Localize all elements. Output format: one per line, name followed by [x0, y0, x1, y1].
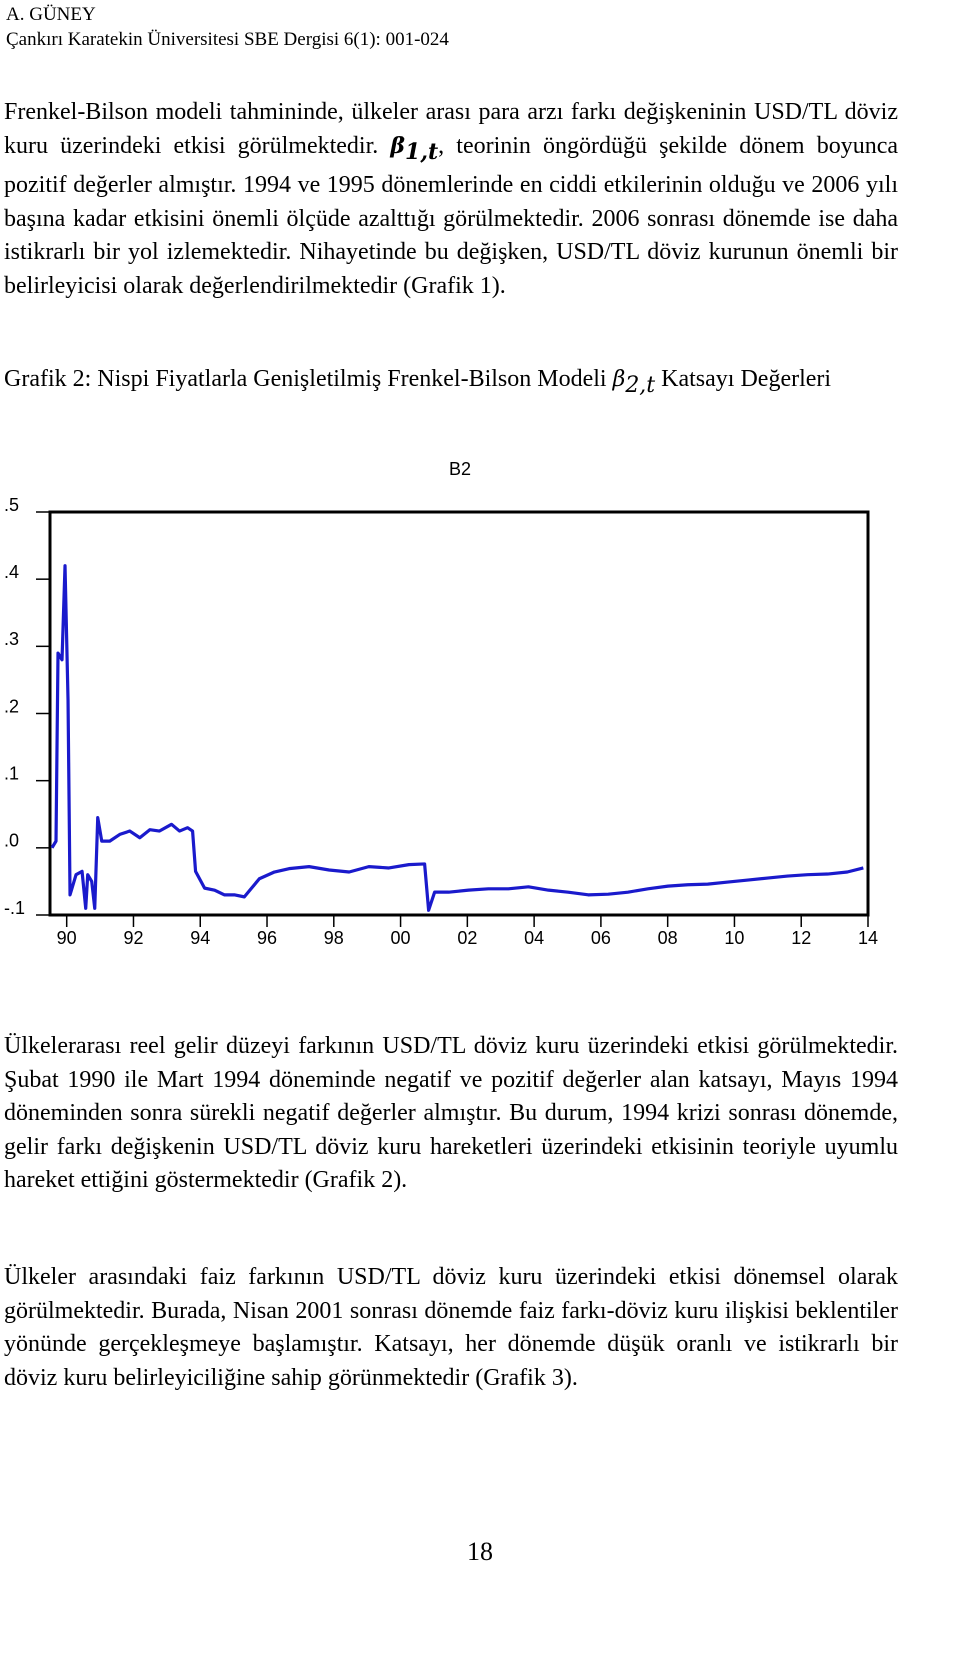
y-tick-label: .1: [4, 763, 19, 783]
y-tick-label: .2: [4, 696, 19, 716]
text: Katsayı Değerleri: [661, 366, 832, 392]
x-tick-label: 96: [257, 928, 277, 948]
header-journal: Çankırı Karatekin Üniversitesi SBE Dergi…: [6, 29, 449, 50]
text: Frenkel-Bilson modeli tahmininde, ülkele…: [4, 99, 898, 159]
paragraph: Frenkel-Bilson modeli tahmininde, ülkele…: [4, 96, 898, 303]
x-tick-label: 06: [591, 928, 611, 948]
symbol: β: [612, 367, 626, 392]
x-tick-label: 12: [791, 928, 811, 948]
y-tick-label: -.1: [4, 898, 25, 918]
text: , teorinin öngördüğü şekilde dönem boyun…: [4, 132, 899, 299]
data-line: [50, 564, 864, 912]
y-tick-label: .3: [4, 629, 19, 649]
y-tick-label: .5: [4, 495, 19, 515]
text: Grafik 2: Nispi Fiyatlarla Genişletilmiş…: [4, 366, 607, 392]
x-tick-label: 98: [324, 928, 344, 948]
symbol: β: [390, 132, 406, 159]
paragraph: Ülkelerarası reel gelir düzeyi farkının …: [4, 1033, 898, 1194]
subscript: 1,t: [405, 138, 439, 165]
y-tick-label: .0: [4, 831, 19, 851]
x-tick-label: 94: [190, 928, 210, 948]
x-tick-label: 00: [391, 928, 411, 948]
chart: B2 -.1 .0 .1 .2 .3 .4 .5 90 92 94 96 98 00 02 04 06 08 10…: [4, 459, 878, 948]
paragraph: Ülkeler arasındaki faiz farkının USD/TL …: [4, 1264, 898, 1391]
y-tick-label: .4: [4, 562, 19, 582]
x-tick-label: 92: [123, 928, 143, 948]
x-tick-label: 08: [658, 928, 678, 948]
x-tick-label: 02: [457, 928, 477, 948]
x-tick-label: 90: [57, 928, 77, 948]
x-tick-label: 04: [524, 928, 544, 948]
page-number: 18: [467, 1537, 493, 1566]
header-author: A. GÜNEY: [6, 4, 96, 25]
plot-frame: [48, 510, 870, 917]
x-tick-label: 14: [858, 928, 878, 948]
caption: Grafik 2: Nispi Fiyatlarla Genişletilmiş…: [4, 363, 898, 402]
subscript: 2,t: [625, 372, 656, 398]
x-tick-label: 10: [724, 928, 744, 948]
chart-title: B2: [449, 459, 471, 479]
